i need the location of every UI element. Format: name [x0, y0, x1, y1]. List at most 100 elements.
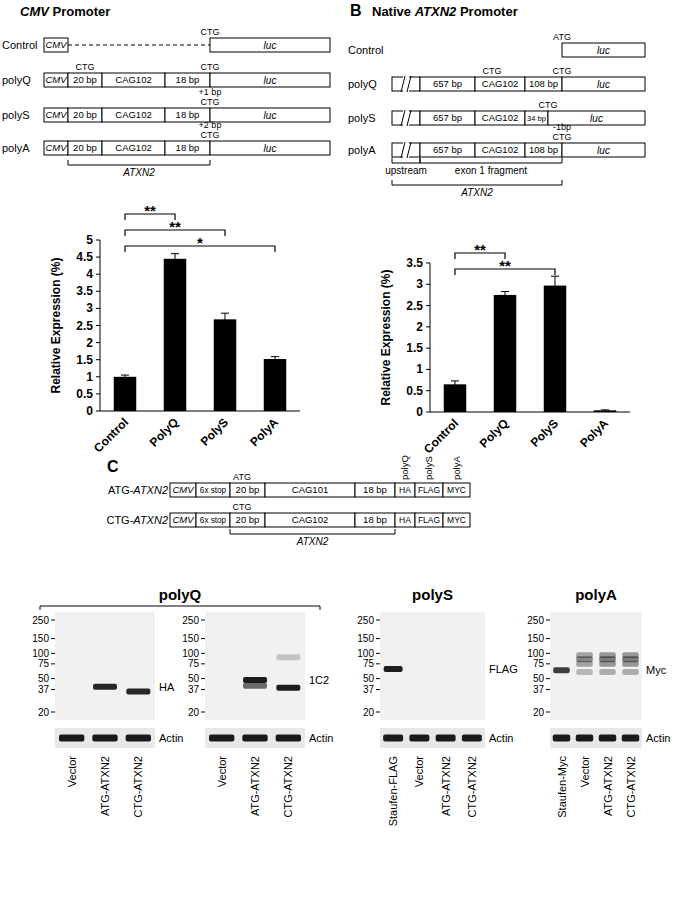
significance-label: *: [197, 234, 203, 251]
promoter-box: [44, 38, 68, 52]
actin-band: [409, 735, 429, 742]
reporter-box: [210, 108, 330, 122]
marker-label: 250: [357, 615, 374, 626]
segment-box-label: 20 bp: [236, 484, 260, 495]
blot-band: [93, 684, 117, 690]
codon-label: CTG: [76, 62, 95, 72]
lane-label: CTG-ATXN2: [625, 756, 637, 818]
y-tick: [96, 308, 100, 309]
frame-label: polyA: [451, 456, 462, 480]
promoter-box-label: CMV: [45, 109, 68, 120]
antibody-label: 1C2: [309, 674, 329, 686]
lane-label: CTG-ATXN2: [466, 756, 478, 818]
actin-band: [599, 735, 616, 742]
reporter-box: [210, 38, 330, 52]
tag-box-label: HA: [399, 515, 411, 525]
y-tick: [426, 348, 430, 349]
error-bar: [501, 292, 509, 299]
bar: [114, 377, 137, 411]
y-tick-label: 2: [416, 320, 423, 334]
region-bracket: [420, 158, 562, 163]
panel-title: CMV Promoter: [20, 4, 110, 19]
marker-label: 75: [363, 658, 375, 669]
construct-name: Control: [348, 44, 383, 56]
segment-box: [68, 108, 102, 122]
break-mark: [407, 142, 411, 158]
segment-box-label: 657 bp: [433, 112, 462, 123]
lane-label: CTG-ATXN2: [132, 756, 144, 818]
reporter-box-label: luc: [264, 110, 277, 121]
region-bracket: [392, 180, 562, 185]
region-bracket: [68, 160, 210, 165]
blot-group-label: polyQ: [159, 586, 202, 603]
tag-box-label: FLAG: [418, 485, 440, 495]
segment-box-label: 108 bp: [529, 78, 558, 89]
segment-box: [475, 143, 525, 157]
group-bracket: [40, 606, 320, 610]
error-bar: [121, 375, 129, 378]
marker-tick: [376, 689, 380, 690]
construct-name: polyS: [2, 109, 30, 121]
loading-strip: [380, 728, 485, 748]
reporter-box: [562, 77, 645, 91]
marker-label: 50: [38, 673, 50, 684]
marker-label: 37: [533, 684, 545, 695]
reporter-box-label: luc: [597, 45, 610, 56]
promoter-box-label: CMV: [45, 39, 68, 50]
marker-tick: [376, 620, 380, 621]
marker-label: 250: [527, 615, 544, 626]
tag-box: [415, 483, 443, 497]
construct-name: polyQ: [348, 78, 377, 90]
frame-shift-label: -1bp: [553, 122, 571, 132]
break-gap: [403, 75, 409, 93]
lane-label: ATG-ATXN2: [99, 756, 111, 816]
y-axis: [430, 263, 431, 412]
lane-label: Vector: [66, 756, 78, 788]
segment-box-label: 18 bp: [176, 74, 200, 85]
break-mark: [407, 110, 411, 126]
codon-label: CTG: [201, 97, 220, 107]
segment-box-label: 20 bp: [236, 514, 260, 525]
reporter-box: [562, 143, 645, 157]
marker-tick: [201, 689, 205, 690]
marker-tick: [376, 663, 380, 664]
marker-tick: [376, 653, 380, 654]
error-bar: [221, 313, 229, 325]
marker-label: 75: [188, 658, 200, 669]
marker-tick: [51, 678, 55, 679]
y-tick: [96, 325, 100, 326]
actin-band: [462, 735, 482, 742]
lane-label: Staufen-FLAG: [387, 756, 399, 826]
panel-title: Native ATXN2 Promoter: [372, 4, 518, 19]
codon-label: CTG: [233, 502, 252, 512]
actin-band: [622, 735, 639, 742]
blot-band: [243, 683, 267, 689]
y-tick: [96, 240, 100, 241]
y-tick: [96, 376, 100, 377]
loading-strip: [550, 728, 642, 748]
error-bar: [271, 357, 279, 362]
segment-box: [165, 141, 210, 155]
segment-box-label: 18 bp: [176, 109, 200, 120]
segment-box-label: CAG102: [115, 74, 151, 85]
codon-label: CTG: [201, 130, 220, 140]
blot-band: [276, 685, 300, 691]
y-tick-label: 0: [416, 405, 423, 419]
blot-group-label: polyS: [412, 586, 453, 603]
break-gap: [403, 109, 409, 127]
segment-box-label: CAG101: [292, 484, 328, 495]
y-tick: [96, 393, 100, 394]
segment-box-label: CAG102: [292, 514, 328, 525]
reporter-box: [210, 141, 330, 155]
tag-box-label: FLAG: [418, 515, 440, 525]
segment-box: [265, 483, 355, 497]
segment-box: [102, 141, 165, 155]
marker-label: 100: [527, 648, 544, 659]
segment-box: [420, 143, 475, 157]
blot-band: [622, 669, 639, 675]
category-label: PolyQ: [477, 416, 511, 450]
promoter-box-label: CMV: [172, 514, 195, 525]
loading-label: Actin: [646, 732, 670, 744]
category-label: PolyA: [247, 415, 281, 449]
bracket-label: ATXN2: [296, 536, 329, 547]
